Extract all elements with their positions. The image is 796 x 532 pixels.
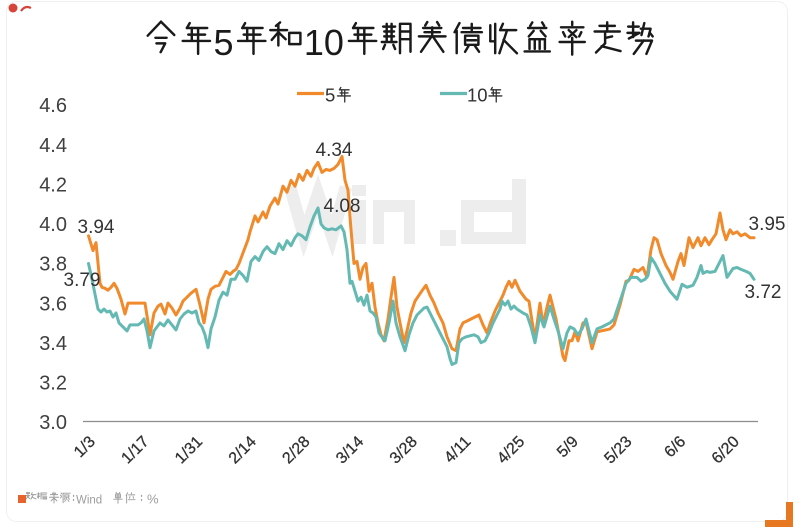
- svg-text:3.2: 3.2: [39, 373, 67, 395]
- svg-text:4.6: 4.6: [39, 95, 67, 117]
- svg-text:4.2: 4.2: [39, 174, 67, 196]
- svg-text:3.72: 3.72: [745, 282, 782, 303]
- svg-text:4.0: 4.0: [39, 214, 67, 236]
- svg-text:3.0: 3.0: [39, 412, 67, 434]
- svg-text:10: 10: [467, 85, 488, 106]
- svg-text:4.34: 4.34: [316, 140, 353, 161]
- svg-text:%: %: [147, 492, 159, 507]
- svg-text:3.4: 3.4: [39, 333, 67, 355]
- svg-text:3.79: 3.79: [64, 270, 101, 291]
- svg-text:10: 10: [304, 22, 344, 63]
- svg-text:3.6: 3.6: [39, 293, 67, 315]
- svg-text:4.4: 4.4: [39, 135, 67, 157]
- svg-text:3.8: 3.8: [39, 254, 67, 276]
- svg-text:5: 5: [214, 22, 234, 63]
- svg-text:5: 5: [325, 85, 335, 106]
- svg-text:3.94: 3.94: [78, 217, 115, 238]
- svg-text:3.95: 3.95: [749, 214, 786, 235]
- svg-text:4.08: 4.08: [324, 196, 361, 217]
- svg-text:Wind: Wind: [76, 495, 102, 507]
